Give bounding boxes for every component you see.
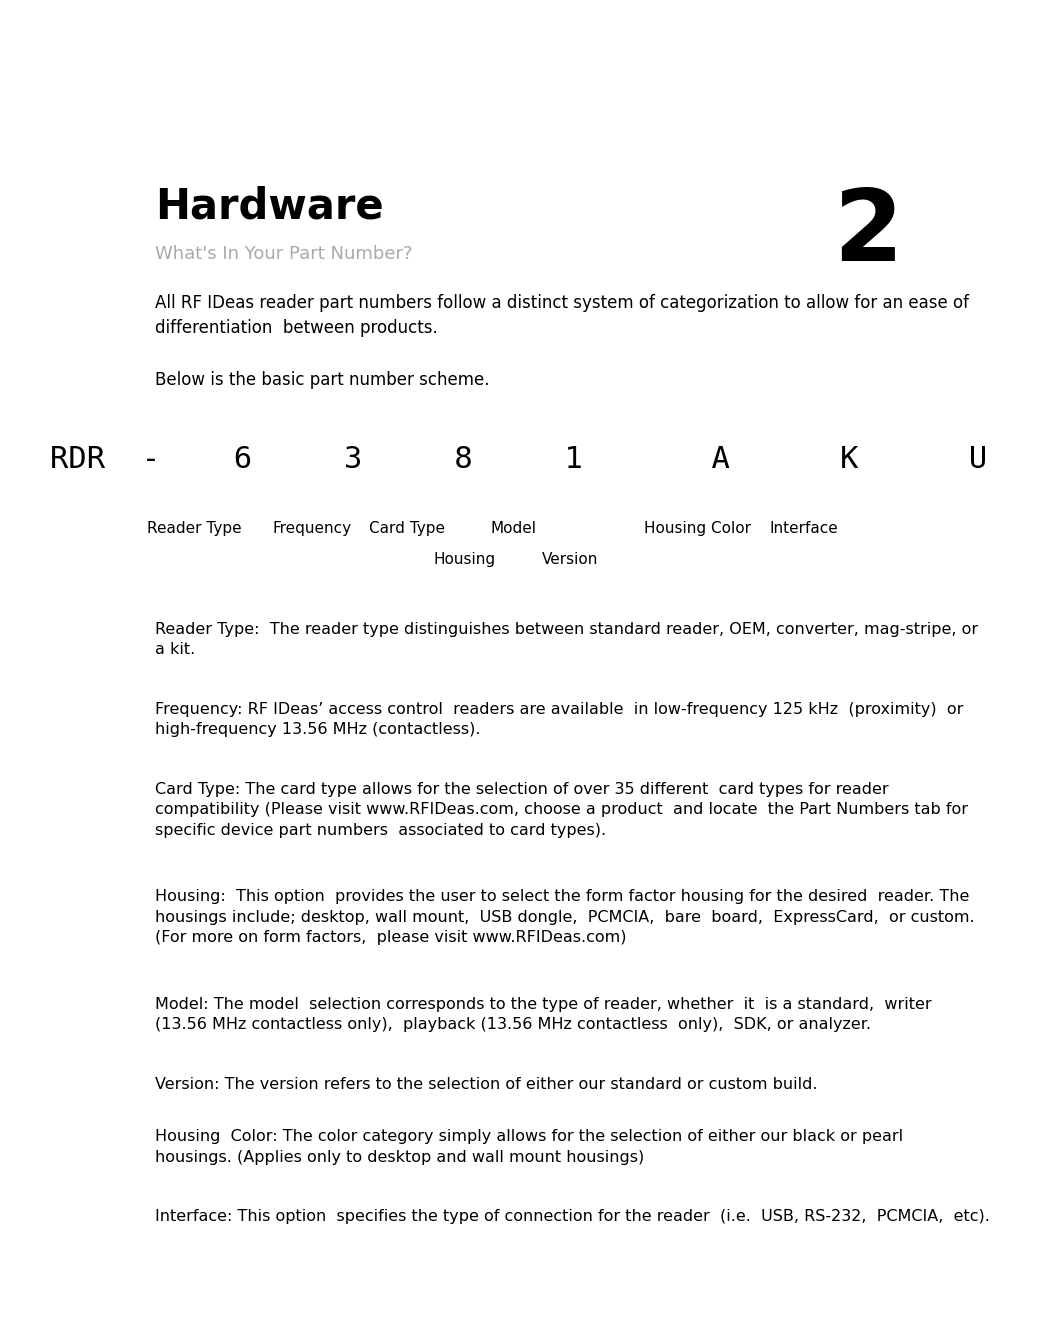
Text: Model: Model [491, 522, 537, 536]
Text: Reader Type: Reader Type [146, 522, 241, 536]
Text: All RF IDeas reader part numbers follow a distinct system of categorization to a: All RF IDeas reader part numbers follow … [155, 294, 969, 337]
Text: Housing:  This option  provides the user to select the form factor housing for t: Housing: This option provides the user t… [155, 889, 974, 945]
Text: Frequency: Frequency [272, 522, 351, 536]
Text: What's In Your Part Number?: What's In Your Part Number? [155, 245, 412, 262]
Text: 2: 2 [833, 185, 903, 282]
Text: Reader Type:  The reader type distinguishes between standard reader, OEM, conver: Reader Type: The reader type distinguish… [155, 622, 978, 658]
Text: Card Type: Card Type [370, 522, 445, 536]
Text: Below is the basic part number scheme.: Below is the basic part number scheme. [155, 371, 490, 389]
Text: RDR  -    6     3     8     1       A      K      U: RDR - 6 3 8 1 A K U [50, 445, 988, 474]
Text: Hardware: Hardware [155, 185, 383, 228]
Text: Housing  Color: The color category simply allows for the selection of either our: Housing Color: The color category simply… [155, 1129, 903, 1165]
Text: Housing: Housing [434, 552, 496, 567]
Text: Model: The model  selection corresponds to the type of reader, whether  it  is a: Model: The model selection corresponds t… [155, 997, 931, 1033]
Text: Interface: This option  specifies the type of connection for the reader  (i.e.  : Interface: This option specifies the typ… [155, 1209, 990, 1225]
Text: Card Type: The card type allows for the selection of over 35 different  card typ: Card Type: The card type allows for the … [155, 781, 968, 837]
Text: Frequency: RF IDeas’ access control  readers are available  in low-frequency 125: Frequency: RF IDeas’ access control read… [155, 701, 964, 737]
Text: Interface: Interface [769, 522, 838, 536]
Text: Version: The version refers to the selection of either our standard or custom bu: Version: The version refers to the selec… [155, 1077, 817, 1091]
Text: Version: Version [542, 552, 598, 567]
Text: Housing Color: Housing Color [644, 522, 752, 536]
